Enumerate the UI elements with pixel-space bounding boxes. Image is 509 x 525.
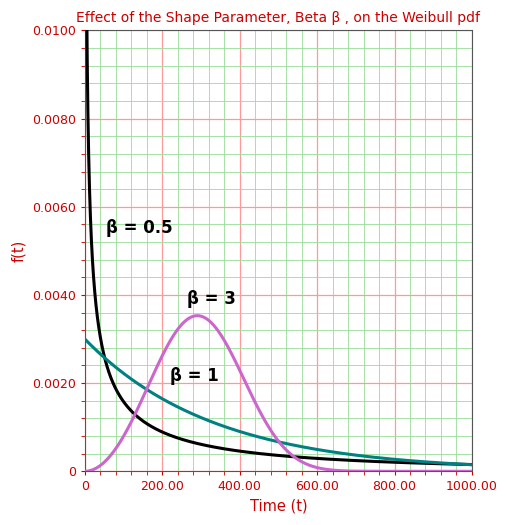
Title: Effect of the Shape Parameter, Beta β , on the Weibull pdf: Effect of the Shape Parameter, Beta β , … [76, 11, 480, 25]
Text: β = 0.5: β = 0.5 [106, 219, 173, 237]
X-axis label: Time (t): Time (t) [249, 499, 307, 514]
Y-axis label: f(t): f(t) [11, 240, 26, 262]
Text: β = 1: β = 1 [170, 367, 219, 385]
Text: β = 3: β = 3 [187, 290, 236, 308]
